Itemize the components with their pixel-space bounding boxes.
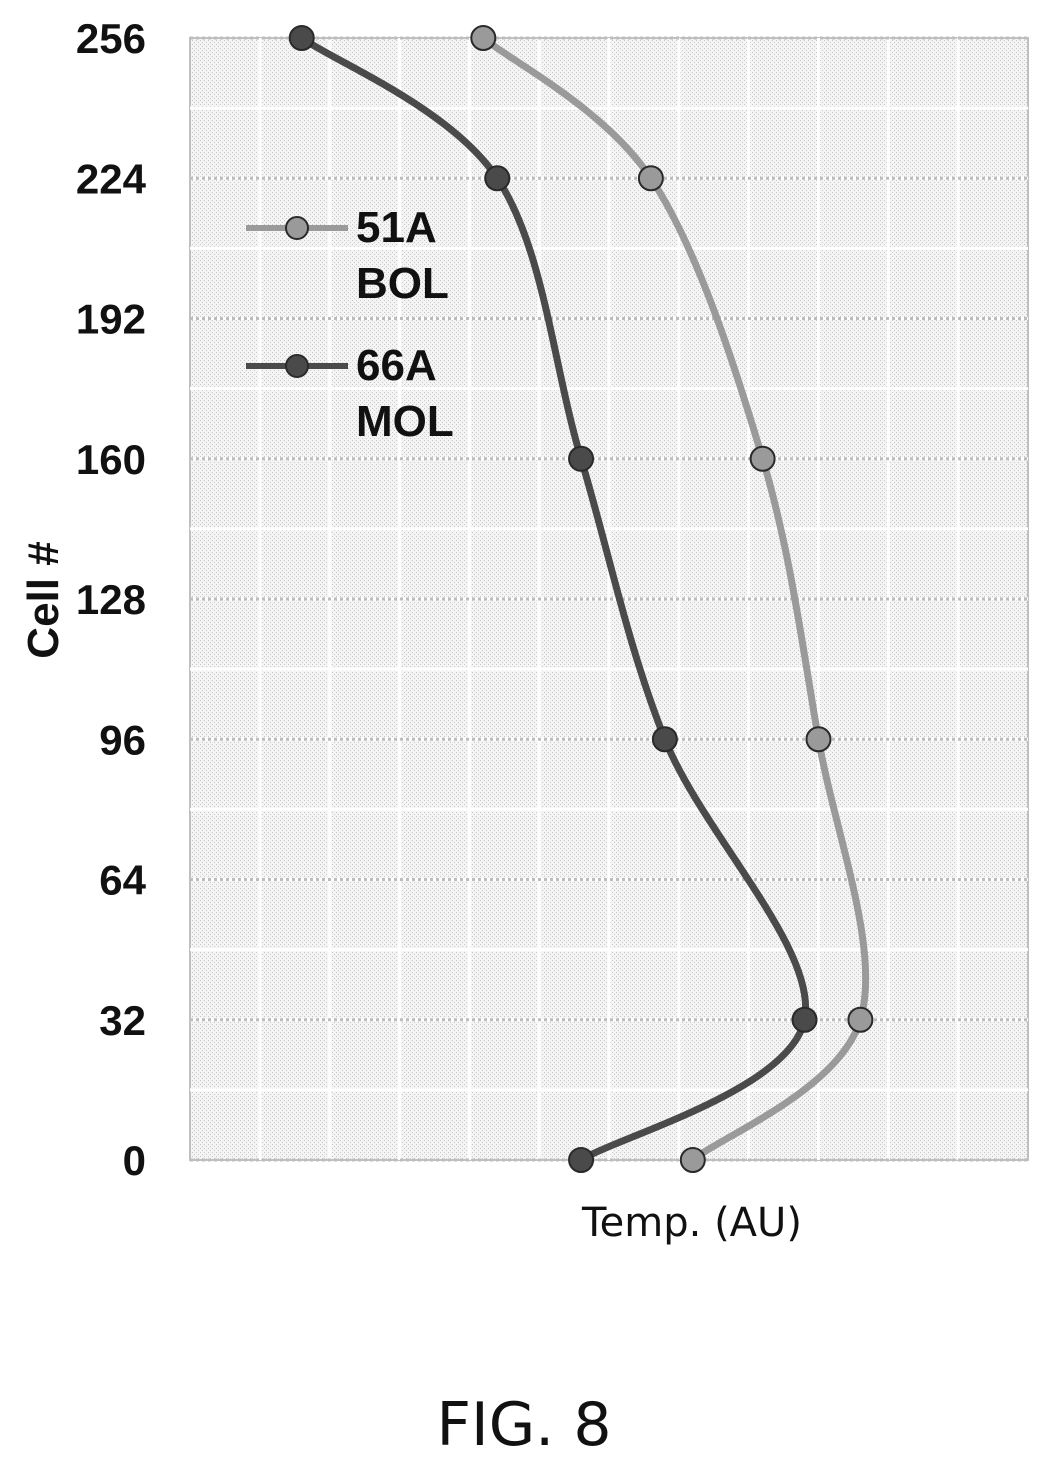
legend-marker [285,216,309,240]
y-tick-label: 160 [76,436,146,483]
y-tick-label: 128 [76,576,146,623]
y-tick-label: 224 [76,155,147,202]
data-point [791,1006,818,1033]
legend-marker [285,354,309,378]
series-66A [288,25,818,1173]
grid [190,36,1028,1162]
data-point [288,25,315,51]
y-tick-label: 0 [123,1137,146,1184]
y-tick-label: 192 [76,296,146,343]
data-point [679,1147,706,1173]
data-point [847,1006,874,1033]
data-point [568,1147,595,1173]
y-tick-label: 64 [99,857,146,904]
data-point [484,165,511,192]
series-51A [470,25,874,1173]
data-point [470,25,497,51]
y-axis-label: Cell # [19,541,68,658]
data-point [568,445,595,472]
y-tick-label: 96 [99,716,146,763]
y-tick-label: 256 [76,15,146,62]
data-point [637,165,664,192]
legend-label-line2: BOL [356,259,449,308]
legend: 51A BOL 66A MOL [246,203,454,446]
data-point [749,445,776,472]
legend-label-line1: 66A [356,341,437,390]
data-point [651,726,678,753]
figure-caption: FIG. 8 [436,1390,612,1460]
legend-label-line2: MOL [356,397,454,446]
y-tick-label: 32 [99,997,146,1044]
data-point [805,726,832,753]
y-tick-labels: 0 32 64 96 128 160 192 224 256 [76,15,147,1184]
x-axis-label: Temp. (AU) [581,1200,802,1246]
series-layer [288,25,874,1173]
legend-label-line1: 51A [356,203,437,252]
